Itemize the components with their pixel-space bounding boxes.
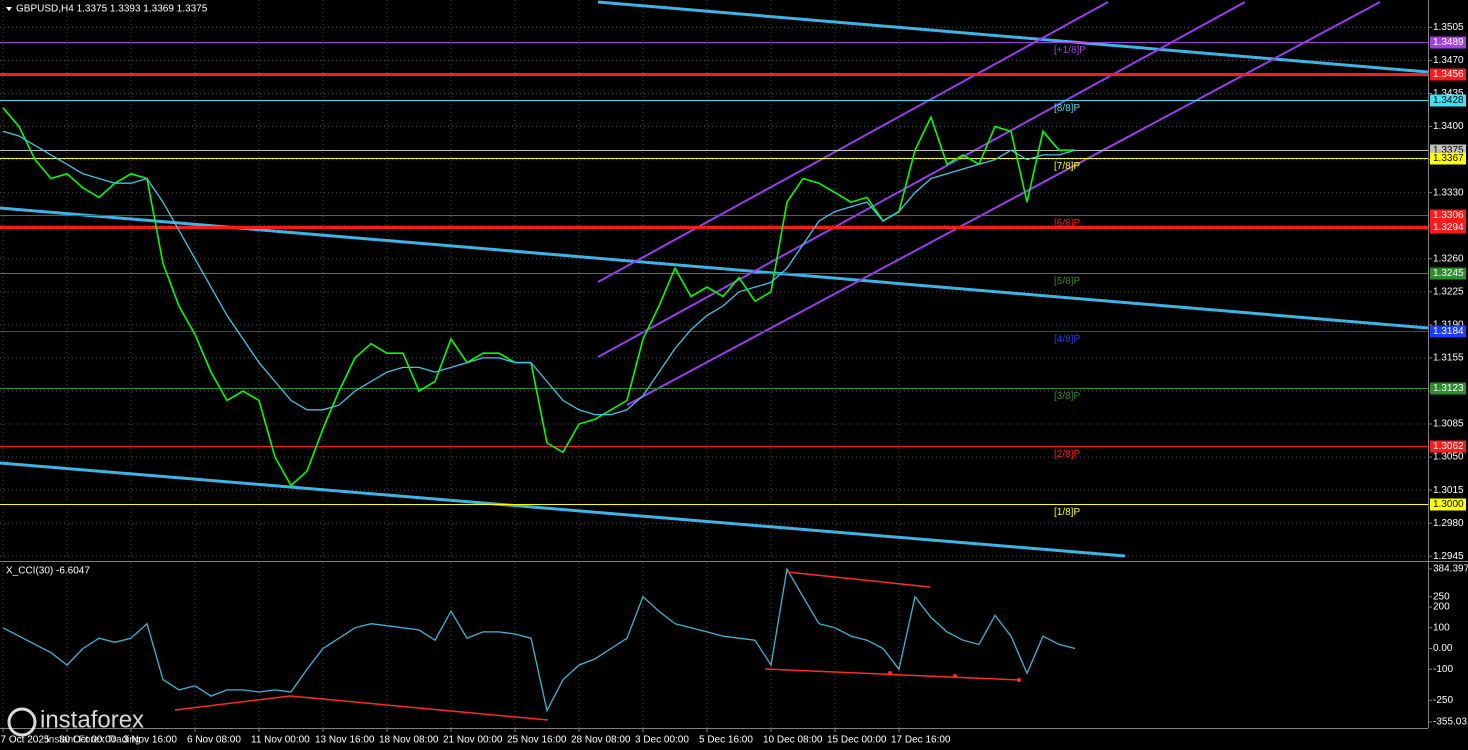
level-name: [3/8]P	[1054, 391, 1080, 402]
x-tick-label: 27 Oct 2025	[0, 735, 50, 746]
brand: instaforex	[40, 706, 144, 733]
level-badge	[1430, 209, 1466, 222]
level-name: [5/8]P	[1054, 276, 1080, 287]
y-tick-label: 1.3085	[1433, 419, 1464, 430]
level-badge	[1430, 440, 1466, 453]
level-price: 1.3123	[1433, 383, 1464, 394]
divergence-line	[174, 695, 549, 721]
level-price: 1.3306	[1433, 210, 1464, 221]
logo-icon	[7, 707, 37, 737]
x-tick-label: 10 Dec 08:00	[763, 735, 823, 746]
y-tick-label: 1.3330	[1433, 187, 1464, 198]
x-tick-label: 28 Nov 08:00	[571, 735, 631, 746]
divergence-dot	[888, 671, 892, 675]
channel-line	[626, 1, 1381, 406]
level-name: [1/8]P	[1054, 507, 1080, 518]
trend-line	[597, 0, 1429, 74]
x-tick-label: 3 Nov 16:00	[123, 735, 177, 746]
chart-title: GBPUSD,H4 1.3375 1.3393 1.3369 1.3375	[16, 4, 208, 15]
level-name: [2/8]P	[1054, 449, 1080, 460]
divergence-line	[764, 668, 1020, 681]
y-tick-label: -100	[1433, 664, 1453, 675]
level-price: 1.3000	[1433, 499, 1464, 510]
y-tick-label: 1.3225	[1433, 286, 1464, 297]
x-tick-label: 18 Nov 08:00	[379, 735, 439, 746]
y-tick-label: 1.3015	[1433, 485, 1464, 496]
x-tick-label: 3 Dec 00:00	[635, 735, 689, 746]
divergence-dot	[1017, 678, 1021, 682]
level-badge	[1430, 382, 1466, 395]
x-tick-label: 25 Nov 16:00	[507, 735, 567, 746]
channel-line	[597, 1, 1246, 358]
level-badge	[1430, 221, 1466, 234]
y-tick-label: 100	[1433, 622, 1450, 633]
y-tick-label: 1.3155	[1433, 353, 1464, 364]
series-line	[2, 567, 1076, 713]
level-badge	[1430, 68, 1466, 81]
y-tick-label: 384.3971	[1433, 564, 1468, 575]
level-price: 1.3367	[1433, 153, 1464, 164]
x-tick-label: 6 Nov 08:00	[187, 735, 241, 746]
y-tick-label: 1.2945	[1433, 551, 1464, 562]
watermark: instaforex Instant Forex Trading	[7, 706, 144, 746]
y-tick-label: 1.3435	[1433, 88, 1464, 99]
level-badge	[1430, 325, 1466, 338]
level-name: [7/8]P	[1054, 161, 1080, 172]
y-tick-label: 0.00	[1433, 643, 1453, 654]
divergence-lines	[174, 571, 1021, 721]
level-price: 1.3375	[1433, 145, 1464, 156]
y-tick-label: 1.3190	[1433, 319, 1464, 330]
y-tick-label: -355.0313	[1433, 717, 1468, 728]
x-tick-label: 15 Dec 00:00	[827, 735, 887, 746]
level-price: 1.3062	[1433, 441, 1464, 452]
x-tick-label: 17 Dec 16:00	[891, 735, 951, 746]
x-tick-label: 30 Oct 00:00	[59, 735, 117, 746]
level-price: 1.3184	[1433, 326, 1464, 337]
y-tick-label: 1.3400	[1433, 121, 1464, 132]
level-price: 1.3456	[1433, 69, 1464, 80]
level-price: 1.3245	[1433, 268, 1464, 279]
level-badge	[1430, 267, 1466, 280]
channel-line	[597, 1, 1109, 283]
level-name: [+1/8]P	[1054, 45, 1086, 56]
y-tick-label: 1.3470	[1433, 55, 1464, 66]
tagline: Instant Forex Trading	[46, 735, 141, 746]
series-line	[2, 130, 1076, 416]
level-price: 1.3489	[1433, 37, 1464, 48]
level-badge	[1430, 36, 1466, 49]
menu-arrow	[6, 7, 12, 11]
divergence-line	[786, 571, 931, 588]
x-tick-label: 21 Nov 00:00	[443, 735, 503, 746]
level-name: [4/8]P	[1054, 334, 1080, 345]
x-tick-label: 5 Dec 16:00	[699, 735, 753, 746]
y-tick-label: 1.3260	[1433, 253, 1464, 264]
divergence-dot	[953, 674, 957, 678]
level-price: 1.3294	[1433, 222, 1464, 233]
indicator-title: X_CCI(30) -6.6047	[6, 566, 90, 577]
level-badge	[1430, 94, 1466, 107]
y-tick-label: 200	[1433, 602, 1450, 613]
x-tick-label: 13 Nov 16:00	[315, 735, 375, 746]
level-price: 1.3428	[1433, 95, 1464, 106]
trend-line	[0, 461, 1126, 558]
level-badge	[1430, 152, 1466, 165]
level-name: [6/8]P	[1054, 218, 1080, 229]
y-tick-label: 1.3505	[1433, 22, 1464, 33]
y-tick-label: 250	[1433, 591, 1450, 602]
level-name: [8/8]P	[1054, 103, 1080, 114]
y-tick-label: 1.2980	[1433, 518, 1464, 529]
level-badge	[1430, 498, 1466, 511]
x-tick-label: 11 Nov 00:00	[251, 735, 310, 746]
y-tick-label: 1.3050	[1433, 452, 1464, 463]
y-tick-label: -250	[1433, 695, 1453, 706]
plot-layer	[2, 107, 1076, 713]
